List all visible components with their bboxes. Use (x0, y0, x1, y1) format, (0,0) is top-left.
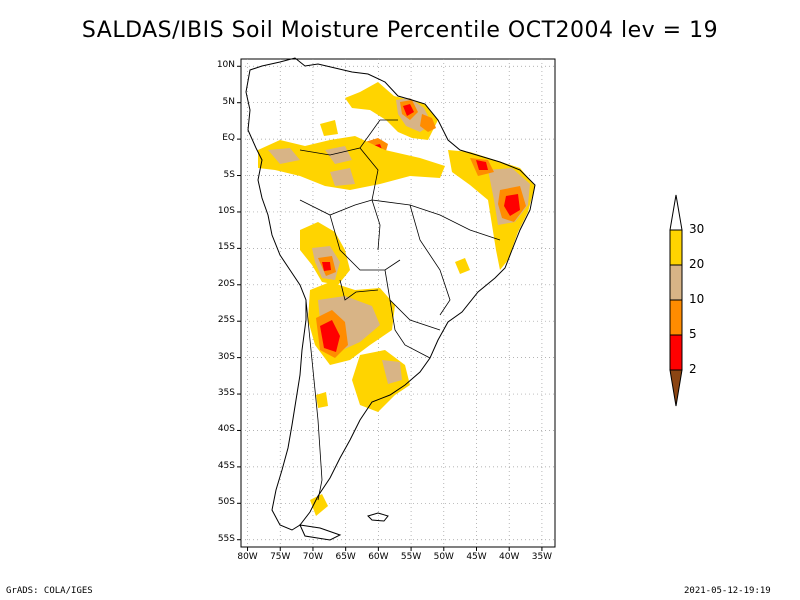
colorbar-swatch-10-20 (669, 264, 683, 301)
lat-label: 40S (217, 424, 235, 435)
lon-label: 50W (433, 552, 454, 562)
colorbar-top-triangle (669, 194, 683, 231)
footer-credit: GrADS: COLA/IGES (6, 586, 93, 596)
tierra-del-fuego-island (299, 524, 342, 541)
lon-label: 35W (531, 552, 553, 562)
lat-label: 30S (217, 351, 235, 362)
lon-label: 40W (499, 552, 520, 562)
lat-label: 5S (223, 169, 235, 180)
colorbar (669, 194, 683, 407)
shade-patch (504, 194, 520, 216)
shade-patch (258, 136, 445, 190)
lon-label: 70W (302, 552, 324, 562)
shade-patch (382, 360, 402, 384)
map-gridlines (241, 59, 555, 547)
chart-title: SALDAS/IBIS Soil Moisture Percentile OCT… (81, 18, 719, 43)
lat-label: EQ (222, 133, 235, 144)
lat-label: 10S (217, 205, 235, 216)
shade-patch (316, 392, 328, 408)
lon-label: 75W (270, 552, 291, 562)
lat-label: 25S (217, 315, 235, 326)
shade-patch (403, 104, 414, 116)
colorbar-swatch-2-5 (669, 334, 683, 371)
lon-label: 60W (368, 552, 389, 562)
lon-label: 65W (335, 552, 356, 562)
shade-patch (322, 262, 331, 271)
map-frame (240, 58, 556, 548)
shade-patch (320, 120, 338, 136)
map-ticks (237, 65, 543, 551)
lat-label: 35S (217, 388, 235, 399)
south-america-coastline (245, 57, 536, 531)
lat-label: 15S (217, 242, 235, 253)
shade-patch (268, 148, 300, 164)
shade-patch (310, 494, 328, 516)
lat-label: 5N (222, 96, 235, 107)
falklands-island (367, 512, 389, 522)
lat-label: 45S (217, 460, 235, 471)
soil-moisture-shading (258, 82, 535, 516)
footer-timestamp: 2021-05-12-19:19 (684, 586, 771, 596)
lat-label: 50S (217, 497, 235, 508)
colorbar-swatch-5-10 (669, 299, 683, 336)
colorbar-bottom-triangle (669, 369, 683, 407)
country-borders (299, 119, 501, 501)
shade-patch (330, 168, 355, 186)
colorbar-swatch-20-30 (669, 229, 683, 266)
shade-patch (476, 160, 488, 170)
shade-patch (455, 258, 470, 274)
lat-label: 55S (217, 533, 235, 544)
lat-label: 20S (217, 278, 235, 289)
colorbar-label-10: 10 (689, 292, 705, 306)
lat-label: 10N (216, 60, 235, 71)
shade-patch (352, 350, 410, 412)
colorbar-label-30: 30 (689, 222, 705, 236)
lon-label: 55W (400, 552, 422, 562)
shade-patch (420, 114, 436, 132)
colorbar-label-20: 20 (689, 257, 705, 271)
colorbar-label-2: 2 (689, 362, 697, 376)
colorbar-label-5: 5 (689, 327, 697, 341)
lon-label: 80W (237, 552, 258, 562)
lon-label: 45W (466, 552, 487, 562)
shade-patch (320, 320, 340, 352)
shade-patch (325, 146, 352, 164)
